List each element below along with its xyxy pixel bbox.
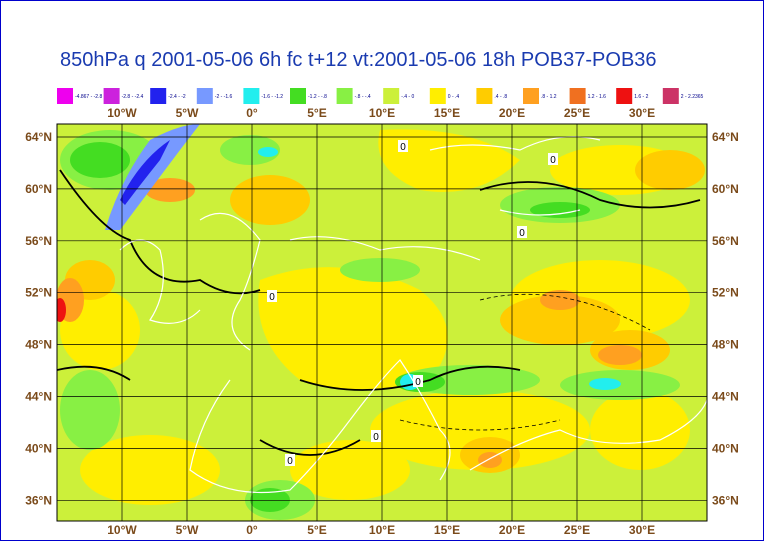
lon-label-top: 20°E [499,106,525,120]
lon-label-bottom: 5°E [307,523,326,537]
lon-label-top: 10°W [107,106,137,120]
lon-label-bottom: 0° [246,523,258,537]
title: 850hPa q 2001-05-06 6h fc t+12 vt:2001-0… [60,49,657,71]
legend-label: 0 - .4 [448,94,460,100]
legend-label: -2.8 - -2.4 [122,94,144,100]
legend-label: -2 - -1.6 [215,94,233,100]
legend-swatch [243,88,260,104]
lon-label-top: 5°E [307,106,326,120]
legend-label: .4 - .8 [494,94,507,100]
contour-label: 0 [415,377,421,388]
contour-label-bg [413,375,423,387]
contour-label: 0 [287,456,293,467]
lat-label-left: 44°N [25,390,52,404]
lon-label-bottom: 25°E [564,523,590,537]
lon-label-top: 10°E [369,106,395,120]
contour-label: 0 [373,432,379,443]
lat-label-right: 40°N [712,441,739,455]
lon-label-bottom: 10°W [107,523,137,537]
legend-swatch [150,88,167,104]
lon-label-top: 15°E [434,106,460,120]
lon-label-bottom: 20°E [499,523,525,537]
lat-label-right: 56°N [712,234,739,248]
lon-label-top: 25°E [564,106,590,120]
contour-label-bg [517,226,527,238]
lat-label-left: 36°N [25,493,52,507]
lon-label-bottom: 30°E [629,523,655,537]
contour-label: 0 [400,142,406,153]
legend-label: -1.2 - -.8 [308,94,327,100]
legend-swatch [662,88,679,104]
contour-label: 0 [269,292,275,303]
legend-swatch [569,88,586,104]
contour-label: 0 [550,155,556,166]
legend-swatch [336,88,353,104]
lat-label-right: 48°N [712,338,739,352]
legend-label: -4.867 - -2.8 [75,94,102,100]
legend-swatch [57,88,73,104]
legend-swatch [290,88,306,104]
contour-label: 0 [519,228,525,239]
contour-label-bg [398,140,408,152]
lat-label-left: 52°N [25,286,52,300]
lat-label-right: 64°N [712,130,739,144]
legend-swatch [196,88,213,104]
contour-label-bg [267,290,277,302]
legend-swatch [616,88,633,104]
contour-label-bg [285,454,295,466]
lat-label-left: 40°N [25,441,52,455]
lat-label-right: 36°N [712,493,739,507]
legend-swatch [476,88,493,104]
legend-label: -.8 - -.4 [355,94,371,100]
legend-label: -2.4 - -2 [168,94,186,100]
lat-label-left: 64°N [25,130,52,144]
lat-label-left: 48°N [25,338,52,352]
legend-label: 1.6 - 2 [634,94,648,100]
legend-swatch [383,88,400,104]
lat-label-left: 56°N [25,234,52,248]
legend-label: 2 - 2.2365 [681,94,704,100]
lon-label-top: 5°W [176,106,199,120]
contour-label-bg [548,153,558,165]
legend-label: -1.6 - -1.2 [261,94,283,100]
lat-label-right: 60°N [712,182,739,196]
lon-label-bottom: 10°E [369,523,395,537]
field [57,124,707,521]
lon-label-bottom: 5°W [176,523,199,537]
lat-label-right: 44°N [712,390,739,404]
legend-swatch [429,88,446,104]
lon-label-bottom: 15°E [434,523,460,537]
lat-label-left: 60°N [25,182,52,196]
legend-swatch [523,88,539,104]
contour-label-bg [371,430,381,442]
legend-label: 1.2 - 1.6 [588,94,607,100]
lon-label-top: 30°E [629,106,655,120]
lat-label-right: 52°N [712,286,739,300]
legend-label: .8 - 1.2 [541,94,557,100]
legend-swatch [103,88,120,104]
lon-label-top: 0° [246,106,258,120]
legend-label: -.4 - 0 [401,94,414,100]
